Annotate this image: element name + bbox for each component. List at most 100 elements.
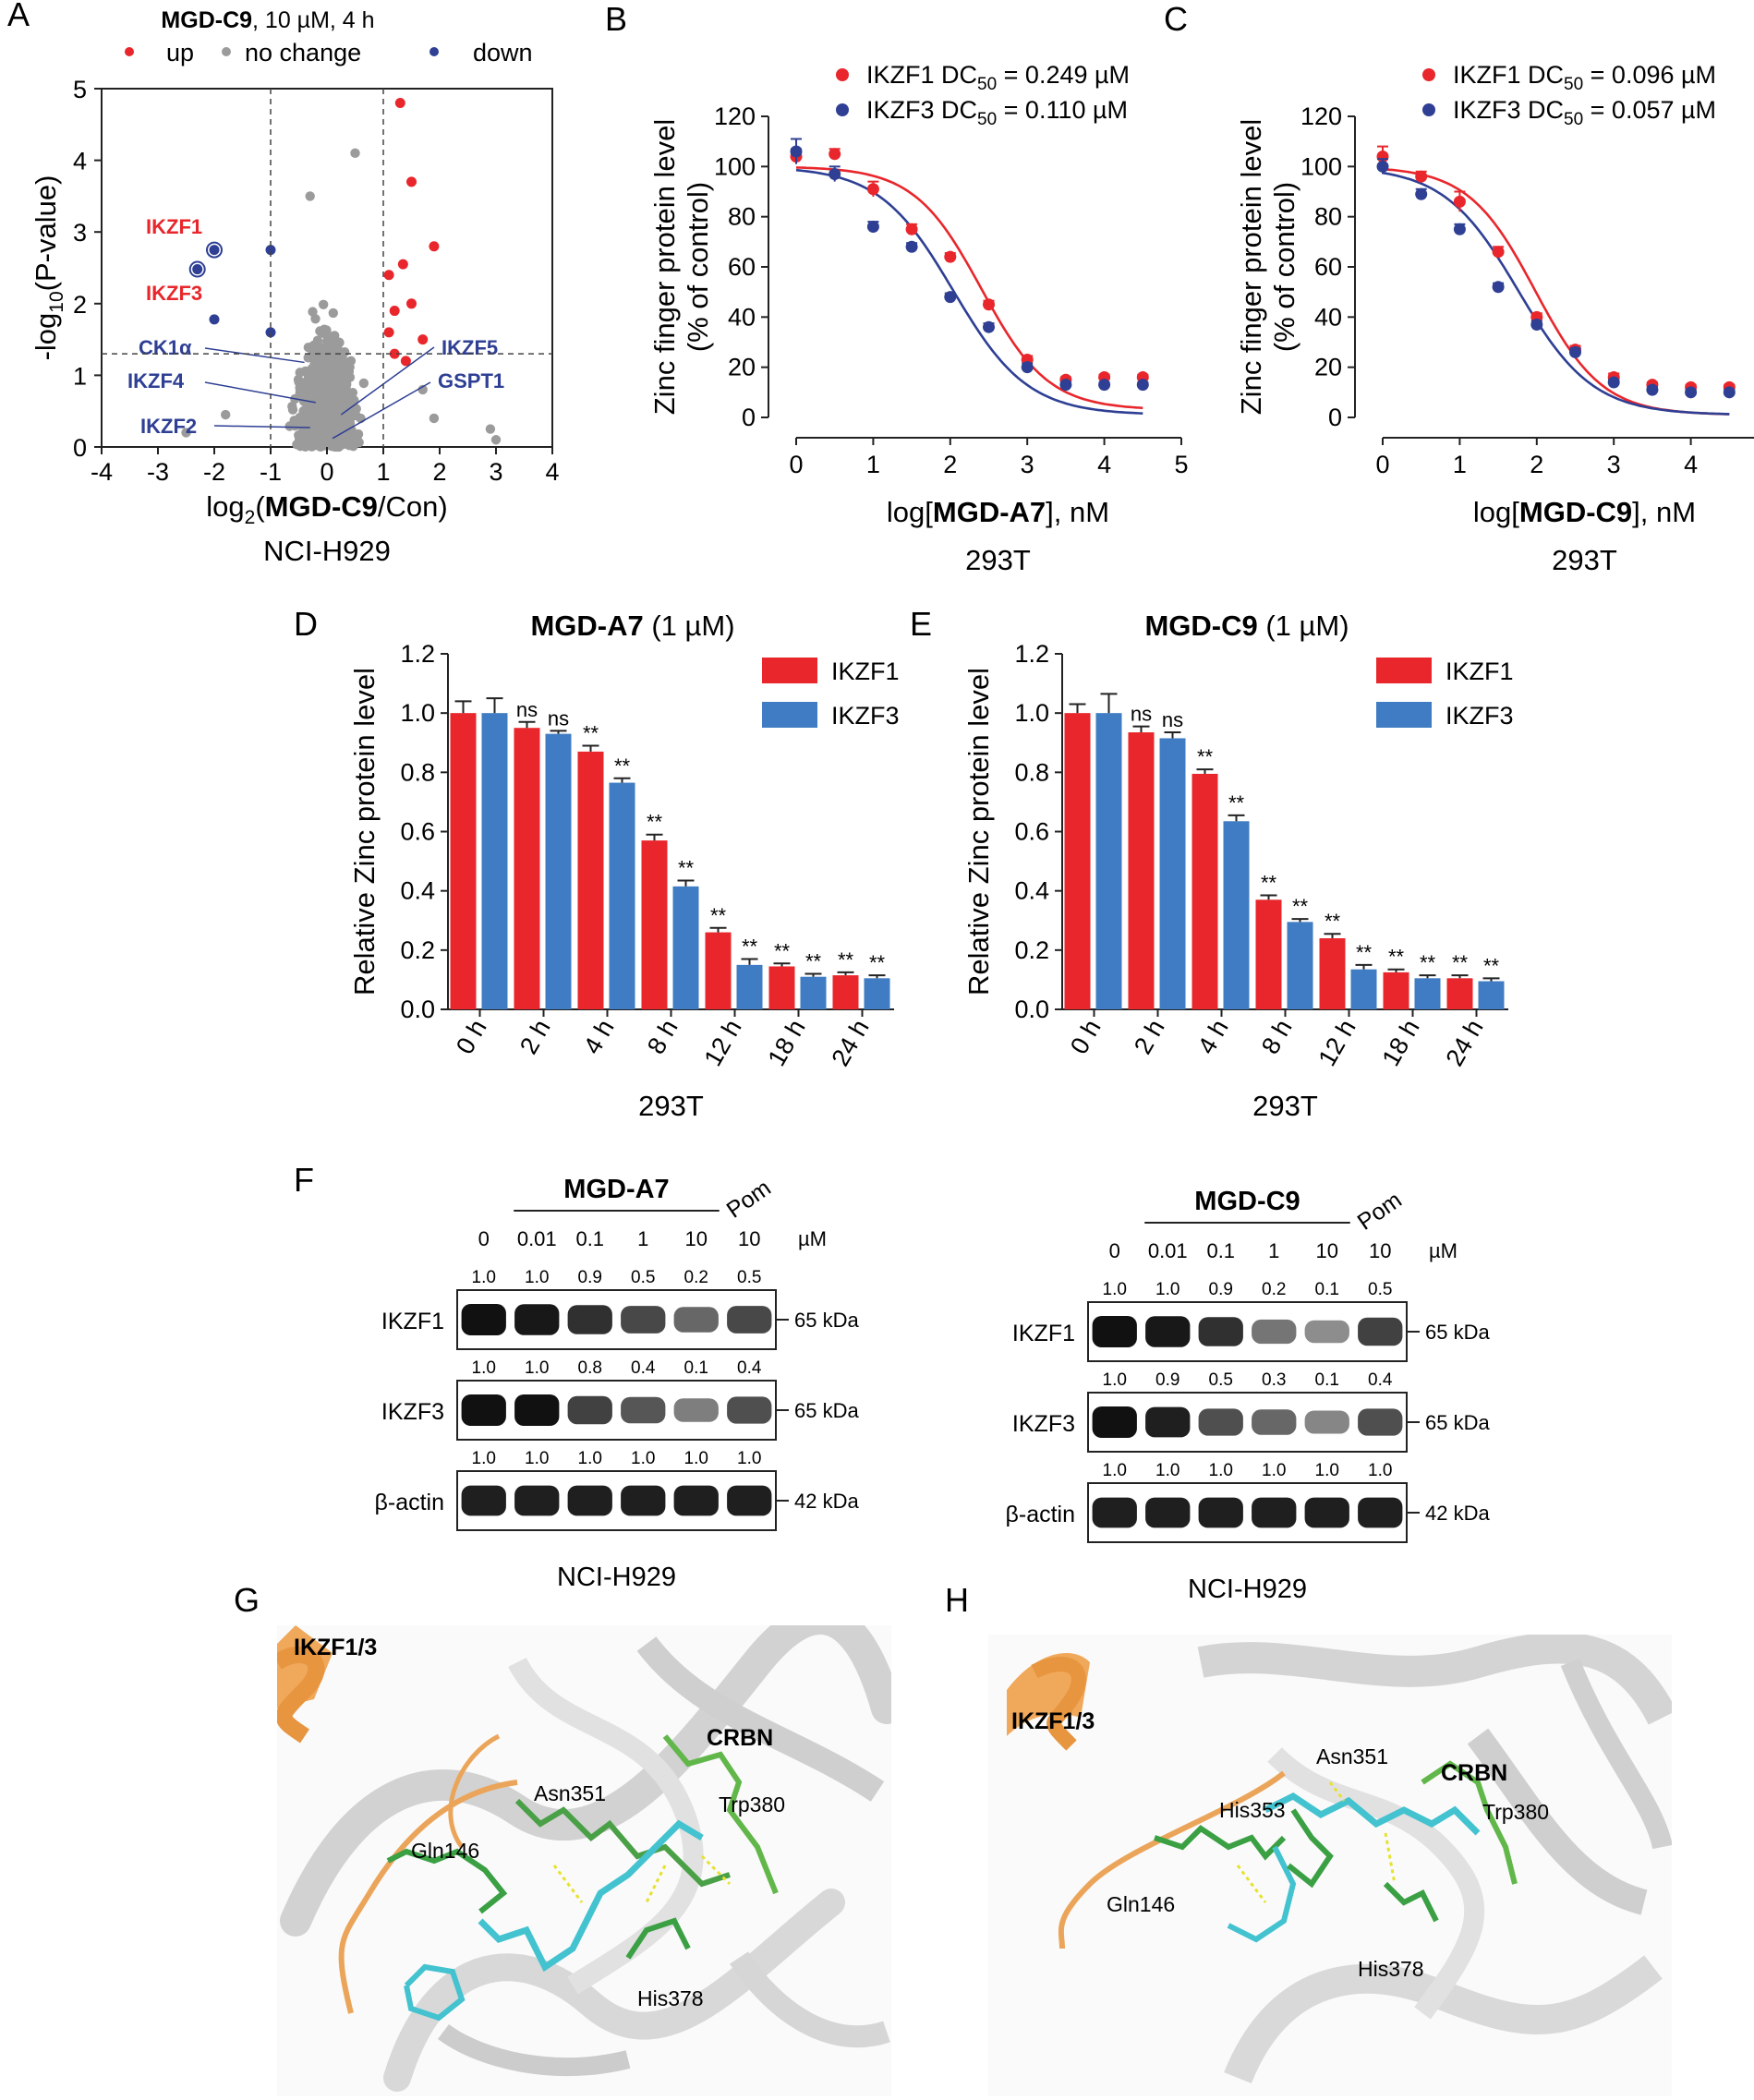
dose-x-tick-label: 2 [943, 451, 957, 478]
western-quant: 1.0 [684, 1449, 708, 1468]
bar-ikzf3 [1350, 969, 1377, 1009]
dose-point-ikzf3 [1723, 386, 1736, 399]
docking-structure-mgd-c9: IKZF1/3 CRBN Asn351 His353 Gln146 Trp380… [988, 1635, 1672, 2096]
western-quant: 0.3 [1262, 1370, 1286, 1390]
dose-legend-marker [836, 103, 849, 116]
western-kda: 65 kDa [794, 1399, 859, 1422]
legend-marker-down [429, 47, 439, 56]
western-quant: 0.1 [1315, 1370, 1339, 1390]
bar-significance: ** [805, 950, 822, 973]
legend-marker-no-change [222, 47, 231, 56]
dose-caption: 293T [965, 544, 1031, 576]
volcano-point-no-change [321, 436, 332, 446]
dose-x-tick-label: 3 [1607, 451, 1621, 478]
volcano-point-no-change [321, 325, 332, 335]
bar-y-tick-label: 0.0 [400, 996, 435, 1023]
western-unit: µM [798, 1227, 827, 1250]
volcano-point-down [192, 264, 203, 275]
bar-legend-swatch [762, 702, 817, 728]
volcano-y-tick-label: 0 [73, 434, 87, 462]
bar-ikzf1 [577, 751, 604, 1009]
dose-point-ikzf1 [1453, 195, 1466, 208]
bar-y-tick-label: 0.2 [1014, 936, 1049, 964]
bar-ikzf3 [672, 886, 699, 1009]
dose-point-ikzf3 [1376, 160, 1389, 173]
western-kda: 42 kDa [1425, 1502, 1490, 1525]
volcano-point-no-change [333, 428, 343, 439]
structure-h-label-trp380: Trp380 [1482, 1800, 1549, 1824]
western-quant: 0.2 [1262, 1280, 1286, 1299]
dose-x-tick-label: 2 [1530, 451, 1543, 478]
bar-significance: ** [1325, 910, 1341, 933]
bar-ikzf1 [514, 728, 540, 1009]
volcano-point-no-change [305, 441, 315, 451]
bar-ikzf1 [1255, 899, 1282, 1009]
bar-ikzf1 [1192, 773, 1218, 1009]
dose-y-tick-label: 100 [1300, 152, 1342, 180]
volcano-point-no-change [315, 410, 326, 420]
bar-ikzf1 [1383, 972, 1409, 1009]
western-blot-mgd-a7: MGD-A7 Pom 0 0.01 0.1 1 10 10 µM 1.0 1.0 0.9 0.5 0.2 0… [374, 1175, 859, 1592]
western-membrane [1087, 1482, 1408, 1543]
dose-fit-curve-ikzf1 [1382, 167, 1730, 416]
volcano-gene-label: GSPT1 [438, 369, 504, 392]
bar-ikzf3 [800, 976, 827, 1009]
volcano-y-label: -log10(P-value) [30, 175, 67, 361]
western-quant: 0.1 [1315, 1280, 1339, 1299]
western-kda: 65 kDa [1425, 1411, 1490, 1434]
volcano-point-no-change [328, 395, 338, 405]
western-quant: 1.0 [1209, 1461, 1233, 1480]
western-band [1198, 1497, 1243, 1528]
bar-y-tick-label: 1.0 [1014, 699, 1049, 727]
dose-point-ikzf1 [944, 250, 957, 263]
legend-label-no-change: no change [245, 39, 361, 66]
dose-legend-label: IKZF3 DC50 = 0.057 µM [1453, 96, 1716, 129]
western-quant: 1.0 [1155, 1280, 1179, 1299]
western-conc-label: 0 [1109, 1239, 1120, 1262]
bar-significance: ** [869, 951, 886, 974]
dose-x-tick-label: 3 [1021, 451, 1034, 478]
volcano-point-no-change [358, 378, 369, 389]
bar-ikzf1 [1128, 732, 1155, 1009]
western-band [1252, 1497, 1297, 1528]
bar-significance: ** [1452, 951, 1469, 974]
panel-letter-g: G [234, 1581, 260, 1619]
volcano-leader-line [204, 381, 316, 404]
bar-legend-label: IKZF3 [1446, 702, 1514, 730]
volcano-x-tick-label: -3 [147, 458, 169, 486]
bar-legend-swatch [1376, 702, 1432, 728]
volcano-point-no-change [328, 374, 339, 384]
bar-significance: ** [1228, 791, 1245, 815]
western-band [1358, 1317, 1403, 1346]
volcano-point-no-change [417, 384, 428, 395]
dose-y-tick-label: 120 [1300, 103, 1342, 130]
volcano-y-tick-label: 4 [73, 148, 87, 175]
bar-ikzf3 [609, 782, 635, 1009]
panel-letter-d: D [294, 605, 318, 643]
bar-chart-mgd-a7: 0.0 0.2 0.4 0.6 0.8 1.0 1.2 0 h ns ns 2 h ** ** 4 h **… [348, 609, 900, 1122]
western-quant: 0.5 [631, 1268, 655, 1287]
volcano-point-no-change [306, 418, 316, 428]
bar-ikzf3 [1414, 978, 1441, 1009]
dose-response-mgd-a7: 0 20 40 60 80 100 120 0 1 2 3 4 5 IKZF1 DC50 = 0.249 … [648, 61, 1189, 576]
dose-point-ikzf3 [1453, 223, 1466, 235]
western-band [1145, 1406, 1191, 1438]
western-band [514, 1394, 560, 1426]
dose-x-label: log[MGD-A7], nM [887, 496, 1109, 528]
bar-x-tick-label: 4 h [1192, 1015, 1234, 1059]
western-quant: 1.0 [1368, 1461, 1392, 1480]
bar-y-tick-label: 0.4 [1014, 877, 1049, 905]
bar-legend-swatch [1376, 658, 1432, 683]
bar-y-tick-label: 0.6 [400, 818, 435, 846]
western-conc-label: 0.1 [1206, 1239, 1235, 1262]
volcano-marks: IKZF1 IKZF3 CK1α IKZF4 IKZF2 IKZF5 GSPT1 [127, 98, 504, 440]
volcano-leader-line [332, 381, 431, 440]
dose-x-tick-label: 1 [1453, 451, 1467, 478]
dose-point-ikzf1 [829, 148, 841, 161]
volcano-point-no-change [318, 299, 329, 309]
bar-ikzf3 [1223, 821, 1250, 1009]
volcano-point-no-change [323, 361, 333, 372]
dose-fit-curve-ikzf1 [795, 166, 1143, 410]
western-caption: NCI-H929 [1188, 1575, 1307, 1604]
